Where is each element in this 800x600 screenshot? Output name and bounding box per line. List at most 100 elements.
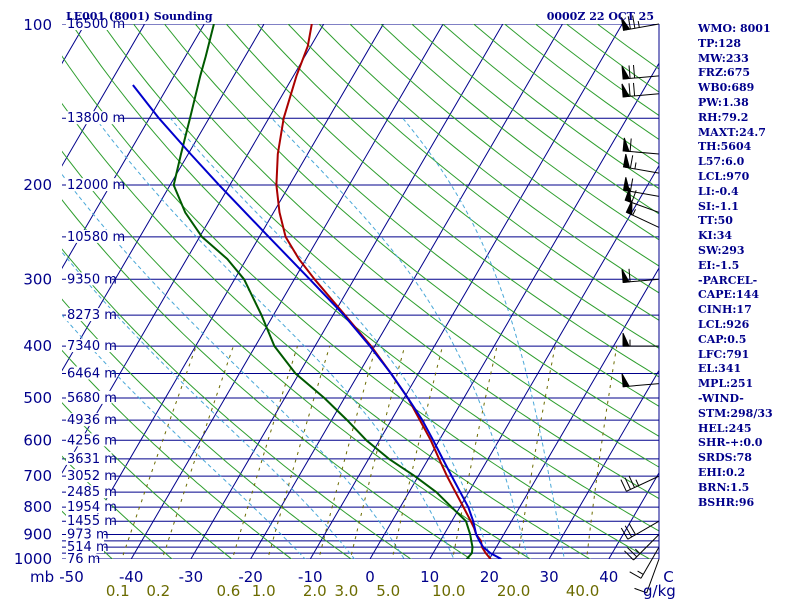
temperature-tick-label: -40 — [119, 568, 144, 586]
mixing-ratio-line — [121, 345, 197, 559]
pressure-unit-label: mb — [30, 568, 54, 586]
sounding-traces — [132, 24, 502, 559]
height-label-backing — [66, 229, 120, 243]
temperature-tick-label: 0 — [365, 568, 375, 586]
height-label-backing — [66, 514, 112, 528]
moist-adiabat-line — [62, 251, 356, 559]
index-item: PW:1.38 — [698, 95, 749, 109]
indices-panel: WMO: 8001 TP:128 MW:233 FRZ:675 WB0:689 PW:1.… — [698, 22, 798, 510]
height-label-backing — [66, 485, 112, 499]
index-item: TH:5604 — [698, 140, 752, 154]
height-label-backing — [66, 17, 120, 30]
isotherm-line — [608, 471, 659, 559]
moist-adiabat-line — [271, 117, 529, 559]
temperature-tick-label: C — [663, 568, 673, 586]
dry-adiabat-line — [101, 24, 659, 500]
height-tick-label: 9350 m — [67, 272, 117, 287]
height-label-backing — [66, 500, 112, 514]
mixing-ratio-line — [231, 345, 298, 559]
mixing-ratio-tick-label: 3.0 — [334, 582, 358, 600]
dry-adiabat-line — [71, 24, 659, 532]
dry-adiabat-line — [132, 24, 659, 468]
wind-barb — [634, 558, 660, 594]
temperature-tick-label: -30 — [179, 568, 204, 586]
mixing-ratio-tick-label: 10.0 — [432, 582, 465, 600]
index-item: TP:128 — [698, 36, 742, 50]
mixing-ratio-tick-label: 5.0 — [376, 582, 400, 600]
index-item: LI:-0.4 — [698, 184, 739, 198]
index-item: EI:-1.5 — [698, 258, 740, 272]
height-tick-label: 2485 m — [67, 485, 117, 500]
index-item: CAP:0.5 — [698, 332, 747, 346]
dry-adiabat-line — [194, 24, 659, 407]
pressure-tick-label: 500 — [23, 389, 52, 407]
dry-adiabat-line — [62, 248, 412, 559]
height-label-backing — [66, 366, 112, 380]
index-item: WB0:689 — [698, 81, 755, 95]
height-tick-label: 13800 m — [67, 111, 125, 126]
dry-adiabat-line — [62, 402, 233, 559]
dry-adiabat-line — [256, 24, 659, 349]
isotherm-line — [429, 164, 659, 559]
dry-adiabat-line — [62, 102, 591, 559]
pressure-tick-label: 600 — [23, 431, 52, 449]
isotherm-line — [488, 267, 659, 559]
height-tick-label: 4936 m — [67, 413, 117, 428]
height-tick-label: 10580 m — [67, 230, 125, 245]
dry-adiabat-line — [62, 349, 293, 559]
wind-barb — [620, 15, 660, 31]
temperature-tick-label: 40 — [599, 568, 618, 586]
height-label-backing — [66, 527, 104, 541]
height-tick-label: 76 m — [67, 552, 100, 567]
dry-adiabat-line — [318, 24, 659, 294]
plot-background — [62, 24, 659, 559]
temperature-tick-label: -10 — [298, 568, 323, 586]
dry-adiabat-line — [62, 298, 353, 559]
mixing-ratio-tick-label: 0.1 — [106, 582, 130, 600]
isotherm-line — [62, 24, 325, 474]
moist-adiabat-line — [62, 173, 405, 559]
isotherm-line — [62, 24, 205, 270]
height-tick-label: 8273 m — [67, 308, 117, 323]
wind-barb — [621, 64, 660, 80]
moist-adiabat-line — [170, 117, 492, 559]
wind-barb — [621, 268, 660, 283]
temperature-tick-label: 20 — [480, 568, 499, 586]
height-tick-label: 3052 m — [67, 469, 117, 484]
height-label-backing — [66, 339, 112, 353]
wind-barb — [625, 200, 660, 228]
dewpoint-trace — [172, 24, 474, 559]
index-item: SI:-1.1 — [698, 199, 739, 213]
station-title: LE001 (8001) Sounding — [66, 10, 213, 23]
index-item: HEL:245 — [698, 421, 752, 435]
dry-adiabat-line — [62, 455, 173, 559]
pressure-tick-label: 300 — [23, 270, 52, 288]
pressure-tick-label: 1000 — [14, 550, 52, 568]
height-tick-label: 1954 m — [67, 500, 117, 515]
mixing-ratio-tick-label: 0.6 — [216, 582, 240, 600]
temperature-tick-label: 10 — [420, 568, 439, 586]
height-label-backing — [66, 111, 120, 125]
mixing-ratio-line — [318, 345, 377, 559]
dry-adiabat-line — [225, 24, 659, 378]
pressure-tick-label: 900 — [23, 526, 52, 544]
temperature-tick-label: 30 — [540, 568, 559, 586]
index-item: FRZ:675 — [698, 66, 751, 80]
isotherm-line — [369, 62, 659, 559]
index-item: BRN:1.5 — [698, 480, 750, 494]
index-item: EHI:0.2 — [698, 465, 746, 479]
index-item: LFC:791 — [698, 347, 750, 361]
mixing-ratio-tick-label: 40.0 — [566, 582, 599, 600]
index-item: -PARCEL- — [698, 273, 758, 287]
index-item: SW:293 — [698, 243, 745, 257]
isotherm-line — [62, 24, 146, 167]
dry-adiabat-line — [287, 24, 659, 321]
pressure-tick-label: 200 — [23, 176, 52, 194]
dry-adiabat-line — [380, 24, 659, 241]
height-tick-label: 16500 m — [67, 17, 125, 32]
height-label-backing — [66, 433, 112, 447]
index-item: WMO: 8001 — [698, 22, 771, 35]
wind-barb — [620, 520, 660, 540]
